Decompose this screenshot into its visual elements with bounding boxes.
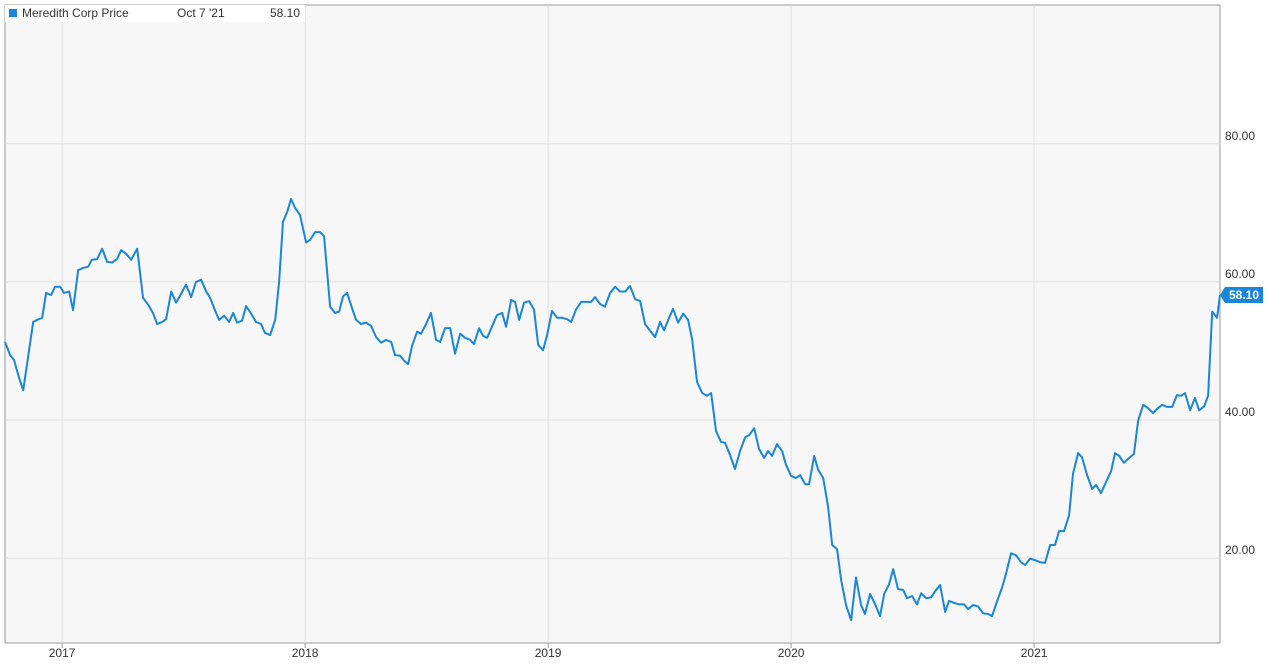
last-value-badge: [1220, 287, 1263, 303]
legend-swatch: [9, 9, 17, 17]
y-tick-label: 80.00: [1225, 129, 1255, 143]
legend-date: Oct 7 '21: [177, 6, 225, 20]
legend-label: Meredith Corp Price: [22, 6, 129, 20]
x-tick-label: 2019: [535, 646, 562, 660]
x-tick-label: 2017: [49, 646, 76, 660]
x-tick-label: 2020: [778, 646, 805, 660]
y-tick-label: 40.00: [1225, 405, 1255, 419]
last-value-label: 58.10: [1229, 288, 1259, 302]
legend-box: [5, 5, 305, 22]
legend-value: 58.10: [270, 6, 300, 20]
x-tick-label: 2018: [292, 646, 319, 660]
x-tick-label: 2021: [1021, 646, 1048, 660]
y-tick-label: 60.00: [1225, 267, 1255, 281]
plot-area: [4, 4, 1221, 644]
price-line: [4, 198, 1221, 622]
y-tick-label: 20.00: [1225, 543, 1255, 557]
marks: [4, 198, 1221, 622]
